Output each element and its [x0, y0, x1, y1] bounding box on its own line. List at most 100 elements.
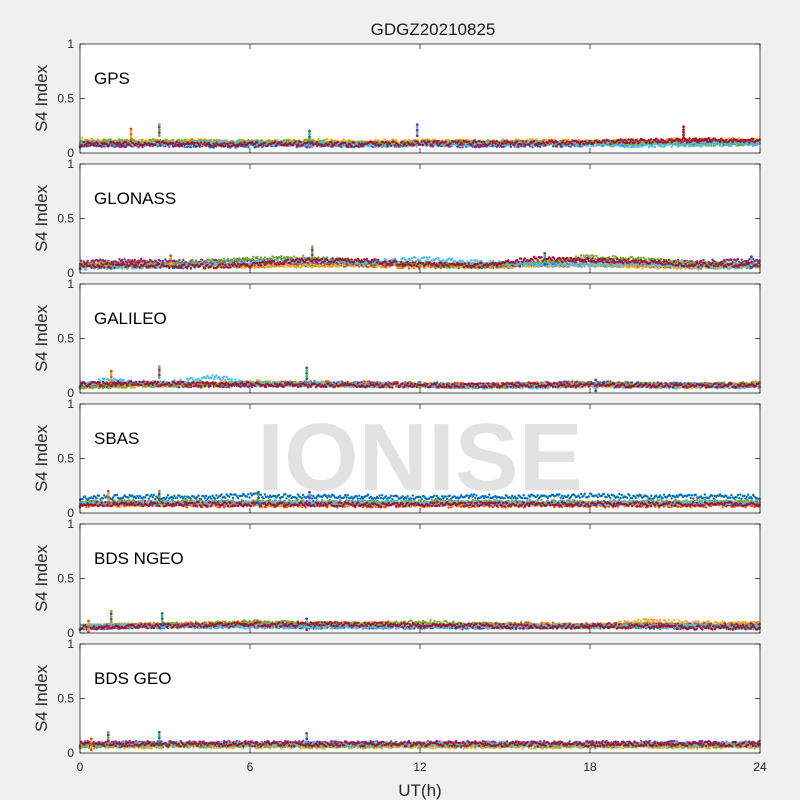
data-point: [651, 145, 653, 147]
data-point: [327, 143, 329, 145]
data-point: [81, 144, 83, 146]
data-point: [718, 139, 720, 141]
data-point: [579, 143, 581, 145]
data-point: [482, 144, 484, 146]
data-point: [141, 139, 143, 141]
data-point: [649, 142, 651, 144]
data-point: [505, 142, 507, 144]
data-point: [145, 139, 147, 141]
spike-point: [416, 126, 419, 129]
data-point: [118, 138, 120, 140]
data-point: [450, 142, 452, 144]
data-point: [199, 144, 201, 146]
data-point: [603, 139, 605, 141]
data-point: [478, 140, 480, 142]
data-point: [503, 140, 505, 142]
data-point: [595, 145, 597, 147]
spike-point: [308, 133, 311, 136]
data-point: [256, 141, 258, 143]
data-point: [229, 142, 231, 144]
data-point: [394, 144, 396, 146]
data-point: [343, 138, 345, 140]
data-point: [734, 142, 736, 144]
spike-point: [130, 133, 133, 136]
data-point: [510, 146, 512, 148]
data-point: [99, 145, 101, 147]
data-point: [166, 139, 168, 141]
data-point: [593, 142, 595, 144]
data-point: [395, 139, 397, 141]
data-point: [667, 140, 669, 142]
data-point: [631, 138, 633, 140]
data-point: [279, 143, 281, 145]
data-point: [493, 140, 495, 142]
data-point: [475, 141, 477, 143]
data-point: [651, 141, 653, 143]
data-point: [752, 138, 754, 140]
data-point: [437, 140, 439, 142]
data-point: [660, 138, 662, 140]
spike-point: [130, 128, 133, 131]
spike-point: [682, 128, 685, 131]
data-point: [121, 144, 123, 146]
data-point: [330, 141, 332, 143]
data-point: [756, 144, 758, 146]
spike-point: [158, 134, 161, 137]
data-point: [370, 144, 372, 146]
data-point: [380, 144, 382, 146]
data-point: [248, 144, 250, 146]
data-point: [547, 142, 549, 144]
data-point: [251, 141, 253, 143]
data-point: [670, 146, 672, 148]
data-point: [436, 142, 438, 144]
data-point: [347, 145, 349, 147]
data-point: [435, 140, 437, 142]
spike-point: [308, 138, 311, 141]
data-point: [581, 140, 583, 142]
data-point: [353, 142, 355, 144]
data-point: [604, 142, 606, 144]
data-point: [480, 141, 482, 143]
data-point: [721, 145, 723, 147]
data-point: [672, 144, 674, 146]
data-point: [567, 143, 569, 145]
data-point: [356, 142, 358, 144]
data-point: [556, 141, 558, 143]
data-point: [714, 143, 716, 145]
data-point: [294, 141, 296, 143]
data-point: [730, 144, 732, 146]
data-point: [494, 142, 496, 144]
data-point: [488, 143, 490, 145]
data-point: [617, 139, 619, 141]
data-point: [654, 146, 656, 148]
data-point: [633, 142, 635, 144]
data-point: [655, 138, 657, 140]
data-point: [609, 145, 611, 147]
data-point: [660, 145, 662, 147]
data-point: [525, 140, 527, 142]
data-point: [326, 138, 328, 140]
data-point: [317, 138, 319, 140]
data-point: [385, 141, 387, 143]
data-point: [498, 142, 500, 144]
data-point: [758, 142, 760, 144]
data-point: [628, 142, 630, 144]
data-point: [507, 144, 509, 146]
data-point: [419, 144, 421, 146]
data-point: [404, 142, 406, 144]
data-point: [511, 142, 513, 144]
data-point: [479, 144, 481, 146]
data-point: [384, 138, 386, 140]
data-point: [616, 144, 618, 146]
data-point: [725, 139, 727, 141]
data-point: [158, 141, 160, 143]
data-point: [108, 144, 110, 146]
data-point: [609, 143, 611, 145]
data-point: [445, 141, 447, 143]
data-point: [627, 146, 629, 148]
data-point: [242, 144, 244, 146]
data-point: [684, 145, 686, 147]
data-point: [520, 144, 522, 146]
y-tick-label: 1: [67, 37, 74, 51]
